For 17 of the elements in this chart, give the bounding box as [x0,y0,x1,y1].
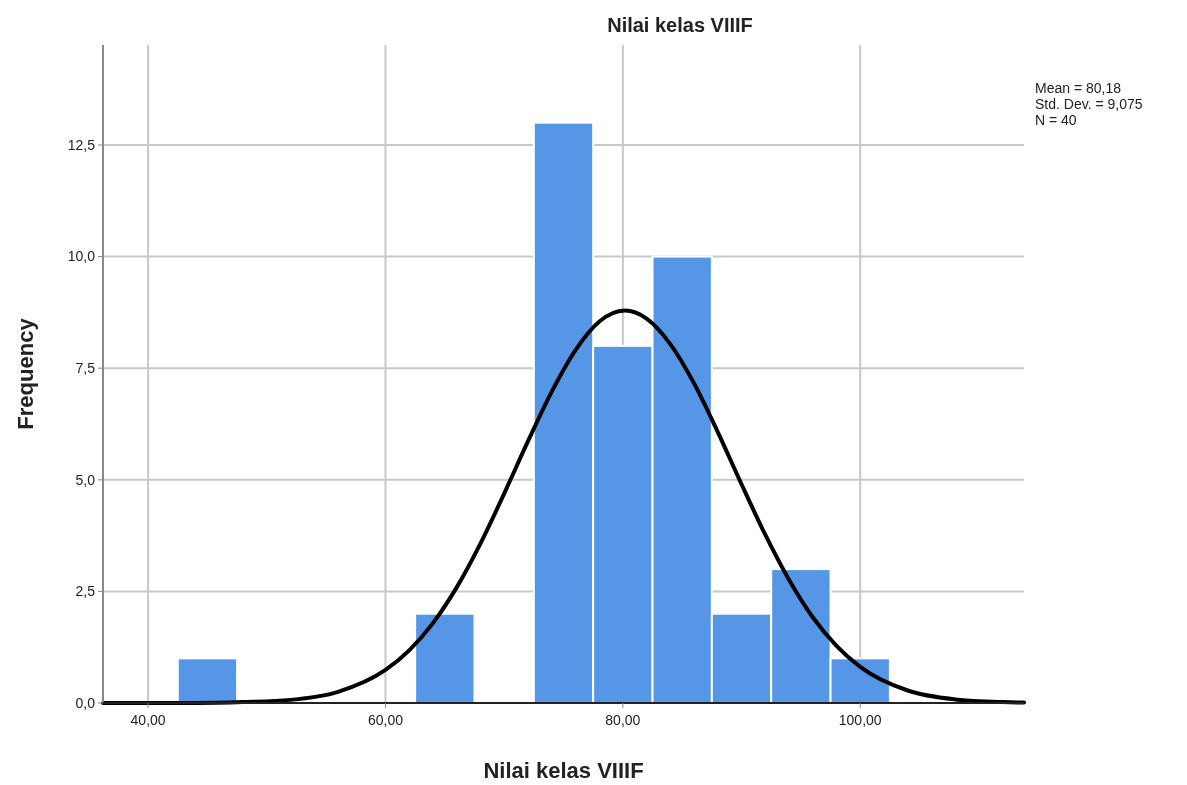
x-tick-label: 80,00 [605,712,641,728]
text: Std. Dev. = 9,075 [1035,96,1143,112]
y-tick-label: 0,0 [75,694,96,711]
x-tick-label: 100,00 [838,712,882,728]
text: N = 40 [1035,112,1077,128]
y-tick-label: 12,5 [67,136,96,153]
y-tick-label: 2,5 [75,583,96,600]
y-tick-label: 10,0 [67,248,96,265]
y-tick-label: 7,5 [75,360,96,377]
text: Mean = 80,18 [1035,80,1122,96]
line-series [101,308,1026,705]
y-axis-title: Frequency [13,317,38,430]
x-axis-title: Nilai kelas VIIIF [483,758,644,783]
x-tick-label: 40,00 [130,712,166,728]
chart-title: Nilai kelas VIIIF [607,14,753,36]
x-tick-label: 60,00 [367,712,404,728]
y-tick-label: 5,0 [75,471,96,488]
